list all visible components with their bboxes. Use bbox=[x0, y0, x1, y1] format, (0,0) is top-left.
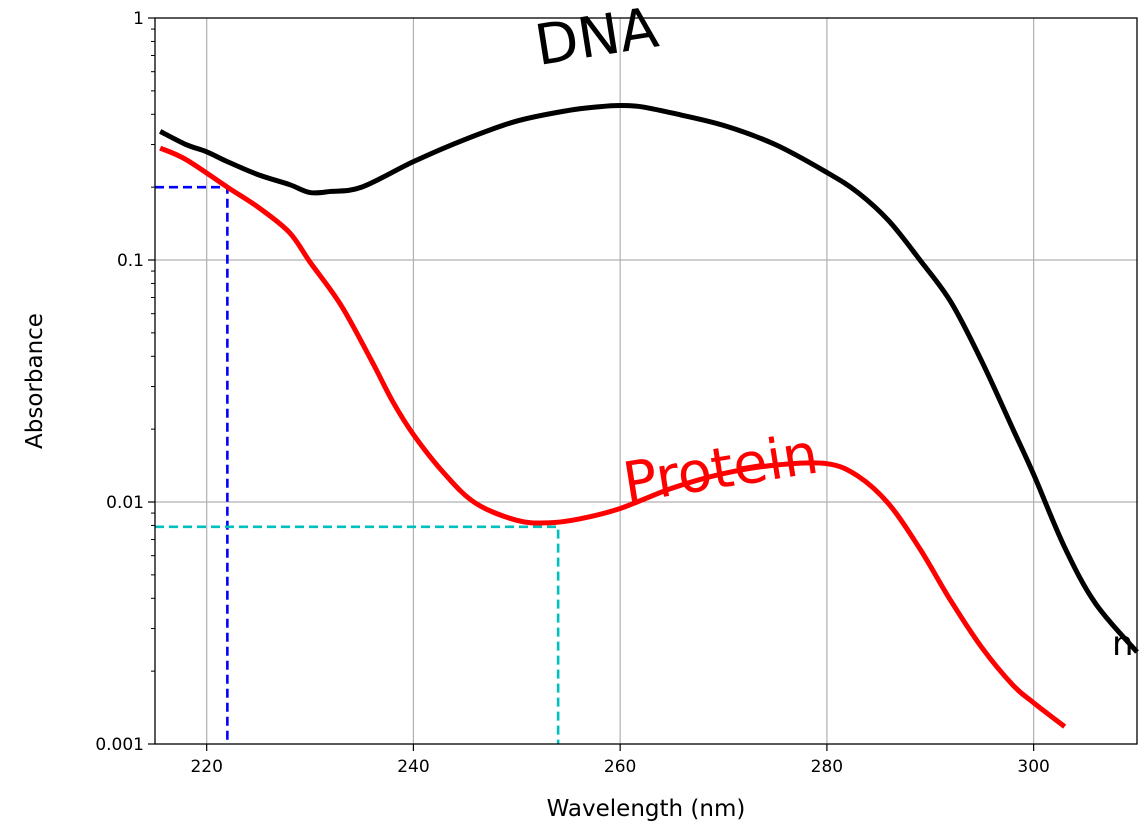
x-tick-label: 300 bbox=[1017, 757, 1049, 777]
x-tick-label: 240 bbox=[397, 757, 429, 777]
reference-line-2 bbox=[155, 525, 560, 744]
x-tick-label: 260 bbox=[604, 757, 636, 777]
axis-ticks: 220 240 260 280 300 0.001 0.01 0.1 1 bbox=[95, 9, 1050, 777]
series-line-protein bbox=[159, 145, 1067, 729]
y-axis-label: Absorbance bbox=[22, 313, 48, 449]
grid-lines bbox=[155, 18, 1137, 744]
x-tick-label: 280 bbox=[811, 757, 843, 777]
reference-lines bbox=[155, 185, 560, 744]
stray-letter: n bbox=[1112, 624, 1134, 664]
y-tick-label: 0.1 bbox=[117, 251, 144, 271]
annotation-dna: DNA bbox=[531, 0, 663, 79]
plot-frame bbox=[154, 17, 1138, 745]
y-tick-label: 0.001 bbox=[95, 735, 144, 755]
x-axis-label: Wavelength (nm) bbox=[547, 796, 746, 822]
series-lines bbox=[159, 102, 1139, 729]
y-tick-label: 1 bbox=[133, 9, 144, 29]
x-tick-label: 220 bbox=[190, 757, 222, 777]
reference-line-1 bbox=[155, 185, 229, 744]
y-tick-label: 0.01 bbox=[106, 493, 144, 513]
series-line-dna bbox=[159, 102, 1139, 654]
